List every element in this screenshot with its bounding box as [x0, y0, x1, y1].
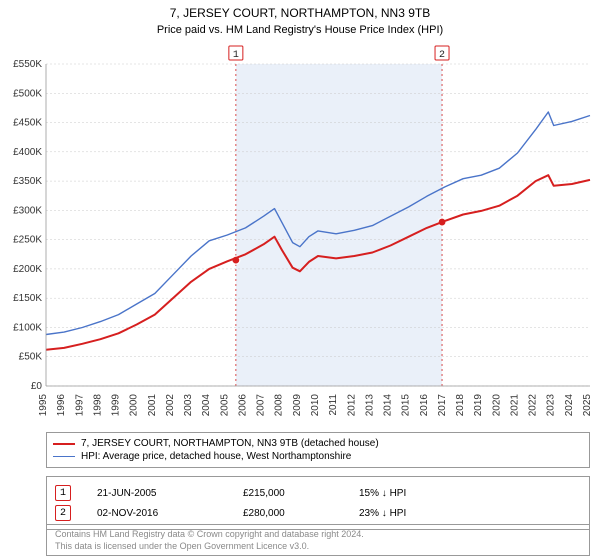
svg-text:£250K: £250K: [13, 235, 42, 246]
svg-text:£50K: £50K: [19, 352, 43, 363]
attr-line1: Contains HM Land Registry data © Crown c…: [55, 528, 581, 540]
svg-text:2017: 2017: [437, 394, 448, 417]
legend-swatch: [53, 443, 75, 445]
sale-date: 02-NOV-2016: [77, 508, 237, 519]
svg-text:2020: 2020: [491, 394, 502, 417]
sale-price: £215,000: [243, 488, 353, 499]
svg-text:£350K: £350K: [13, 176, 42, 187]
svg-text:£450K: £450K: [13, 118, 42, 129]
chart: £0 £50K £100K £150K £200K £250K £300K £350K £400…: [0, 0, 600, 430]
svg-text:2014: 2014: [383, 394, 394, 417]
svg-text:2013: 2013: [364, 394, 375, 417]
svg-text:£0: £0: [31, 381, 43, 392]
legend-label: HPI: Average price, detached house, West…: [81, 451, 351, 462]
svg-text:1995: 1995: [38, 394, 49, 417]
svg-text:2006: 2006: [237, 394, 248, 417]
svg-text:2009: 2009: [292, 394, 303, 417]
svg-text:2011: 2011: [328, 394, 339, 416]
svg-text:1998: 1998: [92, 394, 103, 417]
attribution: Contains HM Land Registry data © Crown c…: [46, 524, 590, 556]
attr-line2: This data is licensed under the Open Gov…: [55, 540, 581, 552]
sale-marker: 1: [55, 485, 71, 501]
svg-text:2016: 2016: [419, 394, 430, 417]
svg-text:£150K: £150K: [13, 293, 42, 304]
legend-label: 7, JERSEY COURT, NORTHAMPTON, NN3 9TB (d…: [81, 438, 379, 449]
svg-text:2005: 2005: [219, 394, 230, 417]
sale-marker: 2: [55, 505, 71, 521]
svg-text:2010: 2010: [310, 394, 321, 417]
svg-text:1999: 1999: [111, 394, 122, 417]
svg-text:1: 1: [233, 50, 239, 61]
svg-text:1996: 1996: [56, 394, 67, 417]
svg-text:2: 2: [439, 50, 445, 61]
svg-text:2008: 2008: [274, 394, 285, 417]
legend-item: HPI: Average price, detached house, West…: [53, 450, 583, 463]
svg-text:£300K: £300K: [13, 205, 42, 216]
svg-text:2025: 2025: [582, 394, 593, 417]
legend-swatch: [53, 456, 75, 457]
sale-row: 2 02-NOV-2016 £280,000 23% ↓ HPI: [55, 503, 581, 523]
legend-item: 7, JERSEY COURT, NORTHAMPTON, NN3 9TB (d…: [53, 437, 583, 450]
svg-text:2000: 2000: [129, 394, 140, 417]
svg-text:1997: 1997: [74, 394, 85, 417]
svg-text:2012: 2012: [346, 394, 357, 417]
svg-text:2007: 2007: [256, 394, 267, 417]
sale-delta: 23% ↓ HPI: [359, 508, 406, 519]
svg-text:2021: 2021: [509, 394, 520, 417]
sale-price: £280,000: [243, 508, 353, 519]
svg-text:2001: 2001: [147, 394, 158, 417]
svg-text:2004: 2004: [201, 394, 212, 417]
svg-text:£100K: £100K: [13, 322, 42, 333]
svg-text:£550K: £550K: [13, 59, 42, 70]
svg-text:2002: 2002: [165, 394, 176, 417]
sales-table: 1 21-JUN-2005 £215,000 15% ↓ HPI 2 02-NOV-201…: [46, 476, 590, 530]
sale-delta: 15% ↓ HPI: [359, 488, 406, 499]
legend: 7, JERSEY COURT, NORTHAMPTON, NN3 9TB (d…: [46, 432, 590, 468]
svg-text:2023: 2023: [546, 394, 557, 417]
svg-text:2018: 2018: [455, 394, 466, 417]
svg-text:£200K: £200K: [13, 264, 42, 275]
svg-text:2022: 2022: [528, 394, 539, 417]
svg-text:£500K: £500K: [13, 88, 42, 99]
sale-date: 21-JUN-2005: [77, 488, 237, 499]
svg-text:2019: 2019: [473, 394, 484, 417]
svg-text:£400K: £400K: [13, 147, 42, 158]
svg-text:2024: 2024: [564, 394, 575, 417]
svg-text:2003: 2003: [183, 394, 194, 417]
sale-row: 1 21-JUN-2005 £215,000 15% ↓ HPI: [55, 483, 581, 503]
svg-text:2015: 2015: [401, 394, 412, 417]
